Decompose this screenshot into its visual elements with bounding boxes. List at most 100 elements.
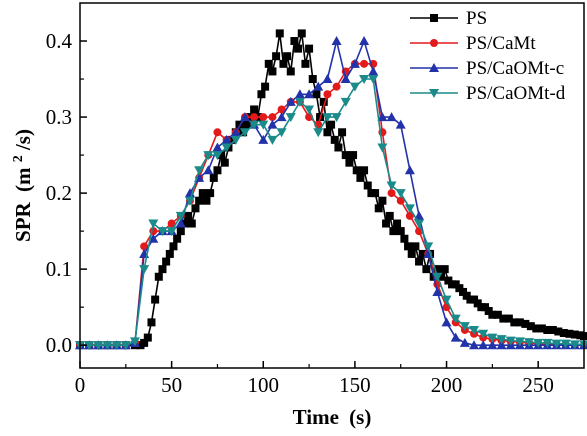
data-point-ps <box>283 52 292 61</box>
y-tick-label: 0.4 <box>46 29 73 53</box>
y-tick-label: 0.3 <box>46 105 72 129</box>
data-point-ps-caomt-d <box>249 120 260 130</box>
data-point-ps <box>202 196 211 205</box>
plot-frame <box>79 2 585 369</box>
data-point-ps <box>378 196 387 205</box>
data-point-ps-caomt-d <box>120 341 131 351</box>
data-point-ps-caomt-c <box>450 332 461 342</box>
x-axis-title-text: Time <box>293 405 339 429</box>
data-point-ps <box>228 135 237 144</box>
legend-item-ps: PS <box>410 8 487 29</box>
data-point-ps <box>374 204 383 213</box>
data-point-ps <box>312 90 321 99</box>
y-axis-title: SPR (m 2 /s) <box>3 129 35 242</box>
data-point-ps <box>261 82 270 91</box>
data-point-ps-camt <box>277 105 286 114</box>
data-point-ps-caomt-d <box>533 338 544 348</box>
data-point-ps-caomt-c <box>175 218 186 228</box>
data-point-ps <box>143 333 152 342</box>
legend-label: PS/CaOMt-d <box>466 83 566 104</box>
data-point-ps-caomt-d <box>569 340 580 350</box>
data-point-ps-caomt-c <box>212 142 223 152</box>
data-point-ps <box>330 135 339 144</box>
data-point-ps <box>341 151 350 160</box>
data-point-ps <box>294 44 303 53</box>
data-point-ps-caomt-c <box>331 36 342 46</box>
data-point-ps-caomt-d <box>524 338 535 348</box>
data-point-ps-caomt-d <box>258 120 269 130</box>
data-point-ps-caomt-c <box>304 89 315 99</box>
legend-marker <box>430 39 438 47</box>
data-point-ps-caomt-d <box>359 75 370 85</box>
data-point-ps-caomt-c <box>313 81 324 91</box>
data-point-ps-caomt-c <box>322 74 333 84</box>
data-point-ps-caomt-d <box>368 75 379 85</box>
data-point-ps <box>297 29 306 38</box>
data-point-ps-camt <box>396 196 405 205</box>
data-point-ps <box>173 234 182 243</box>
data-point-ps <box>301 59 310 68</box>
data-point-ps <box>220 158 229 167</box>
data-point-ps-caomt-d <box>84 341 95 351</box>
data-point-ps <box>319 97 328 106</box>
y-tick-label: 0.1 <box>46 257 72 281</box>
data-point-ps-caomt-c <box>377 112 388 122</box>
data-point-ps <box>356 173 365 182</box>
data-point-ps <box>345 158 354 167</box>
data-point-ps <box>250 105 259 114</box>
data-point-ps-caomt-d <box>212 151 223 161</box>
data-point-ps <box>154 272 163 281</box>
data-point-ps <box>268 67 277 76</box>
data-point-ps <box>532 324 541 333</box>
data-point-ps <box>537 324 546 333</box>
data-point-ps <box>407 249 416 258</box>
data-point-ps-caomt-d <box>542 338 553 348</box>
data-point-ps-caomt-d <box>386 181 397 191</box>
data-point-ps-caomt-c <box>386 112 397 122</box>
legend-marker <box>429 63 439 72</box>
data-point-ps-caomt-c <box>340 74 351 84</box>
data-point-ps-caomt-c <box>258 134 269 144</box>
data-point-ps <box>334 143 343 152</box>
legend-item-ps-camt: PS/CaMt <box>410 33 536 54</box>
data-point-ps <box>411 242 420 251</box>
data-point-ps-caomt-d <box>294 97 305 107</box>
legend-label: PS <box>466 8 487 29</box>
data-point-ps <box>554 327 563 336</box>
data-point-ps-caomt-c <box>469 340 480 350</box>
data-point-ps-caomt-c <box>414 210 425 220</box>
data-point-ps <box>279 59 288 68</box>
data-point-ps <box>515 318 524 327</box>
series-line-ps-caomt-d <box>80 78 584 347</box>
data-point-ps-caomt-d <box>496 335 507 345</box>
data-point-ps <box>389 227 398 236</box>
data-point-ps <box>169 242 178 251</box>
data-point-ps-caomt-c <box>349 58 360 68</box>
data-point-ps-camt <box>332 82 341 91</box>
data-point-ps-caomt-c <box>221 134 232 144</box>
data-point-ps-caomt-d <box>579 340 587 350</box>
data-point-ps-caomt-c <box>368 66 379 76</box>
data-point-ps-caomt-d <box>285 113 296 123</box>
data-point-ps <box>264 59 273 68</box>
data-point-ps-caomt-d <box>459 322 470 332</box>
data-point-ps-caomt-d <box>221 143 232 153</box>
data-point-ps <box>570 330 579 339</box>
data-point-ps <box>206 189 215 198</box>
y-axis-title-unit-sup: 2 <box>11 155 26 162</box>
data-point-ps-camt <box>213 128 222 137</box>
data-point-ps <box>488 310 497 319</box>
data-point-ps-camt <box>268 113 277 122</box>
x-axis-title: Time (s) <box>293 405 372 429</box>
data-point-ps-caomt-d <box>349 82 360 92</box>
data-point-ps <box>422 265 431 274</box>
data-point-ps-caomt-d <box>404 204 415 214</box>
data-point-ps-caomt-d <box>551 339 562 349</box>
data-point-ps-caomt-c <box>203 165 214 175</box>
data-point-ps-caomt-c <box>239 112 250 122</box>
data-point-ps-caomt-d <box>175 211 186 221</box>
data-point-ps <box>400 234 409 243</box>
data-point-ps-caomt-d <box>157 227 168 237</box>
y-axis-title-unit-pre: (m <box>11 167 35 192</box>
data-point-ps-caomt-d <box>111 341 122 351</box>
